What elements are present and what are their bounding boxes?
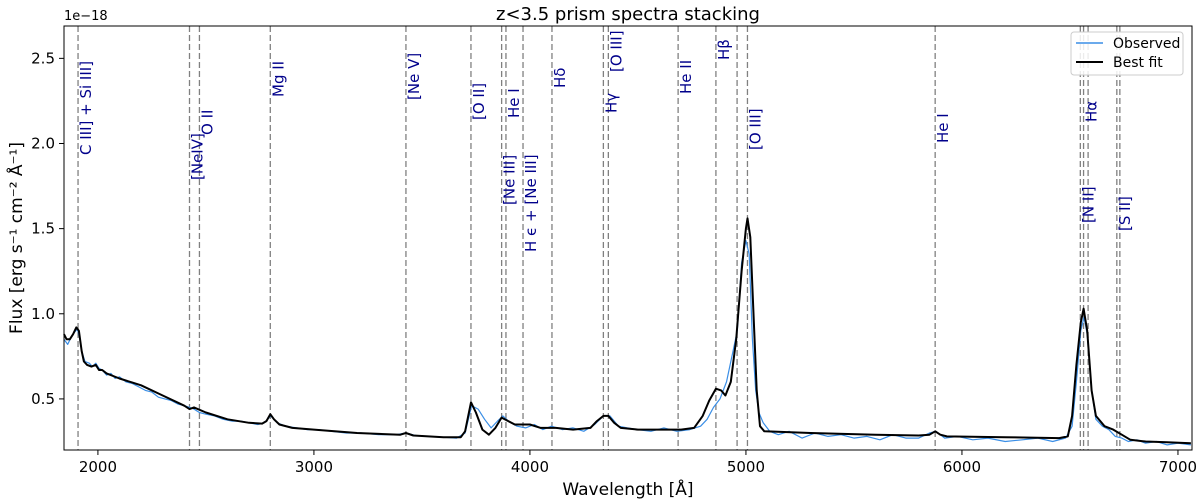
legend-label-best-fit: Best fit xyxy=(1113,55,1163,71)
emission-line-label: [NeIV] xyxy=(189,133,207,180)
x-tick-label: 6000 xyxy=(943,458,981,476)
y-tick-label: 2.0 xyxy=(31,134,55,152)
emission-line-label: [S II] xyxy=(1116,196,1134,231)
series-line-observed xyxy=(63,240,1191,446)
axis-ticks: 2000 3000 4000 5000 6000 7000 0.5 1.0 1.5 2.0 2.5 xyxy=(31,49,1197,476)
legend: Observed Best fit xyxy=(1070,31,1184,76)
emission-line-label: He II xyxy=(677,60,695,94)
emission-line-label: [O II] xyxy=(470,83,488,120)
emission-line-label: [O III] xyxy=(607,30,625,72)
y-offset-label: 1e−18 xyxy=(64,9,108,24)
emission-line-label: Hβ xyxy=(715,39,733,60)
series-line-best-fit xyxy=(63,217,1191,445)
emission-line-labels: C III] + Si III] [NeIV]O II Mg II [Ne V] [O … xyxy=(77,30,1134,252)
y-tick-label: 1.0 xyxy=(31,305,55,323)
y-tick-label: 1.5 xyxy=(31,220,55,238)
emission-line-label: H ϵ + [Ne III] xyxy=(522,154,540,252)
legend-label-observed: Observed xyxy=(1113,36,1180,52)
series-layer xyxy=(63,217,1191,446)
emission-line-label: Mg II xyxy=(269,61,287,97)
emission-line-label: [Ne III] xyxy=(501,155,519,205)
chart-title: z<3.5 prism spectra stacking xyxy=(496,4,760,25)
x-tick-label: 2000 xyxy=(79,458,117,476)
emission-line-label: C III] + Si III] xyxy=(77,61,95,155)
emission-line-label: Hδ xyxy=(551,68,569,88)
emission-line-label: He I xyxy=(934,113,952,143)
emission-line-label: [O III] xyxy=(746,108,764,150)
emission-line-label: He I xyxy=(505,88,523,118)
emission-line-label: Hγ xyxy=(602,93,620,113)
x-axis-label: Wavelength [Å] xyxy=(562,478,693,500)
emission-line-label: O II xyxy=(198,110,216,135)
y-tick-label: 0.5 xyxy=(31,390,55,408)
y-tick-label: 2.5 xyxy=(31,49,55,67)
emission-line-label: [N II] xyxy=(1079,186,1097,223)
x-tick-label: 4000 xyxy=(511,458,549,476)
plot-frame xyxy=(63,25,1193,451)
emission-line-label: Hα xyxy=(1083,101,1101,122)
y-axis-label: Flux [erg s⁻¹ cm⁻² Å⁻¹] xyxy=(5,142,27,334)
x-tick-label: 5000 xyxy=(727,458,765,476)
emission-lines xyxy=(77,26,1121,450)
x-tick-label: 7000 xyxy=(1159,458,1197,476)
emission-line-label: [Ne V] xyxy=(405,53,423,100)
x-tick-label: 3000 xyxy=(295,458,333,476)
